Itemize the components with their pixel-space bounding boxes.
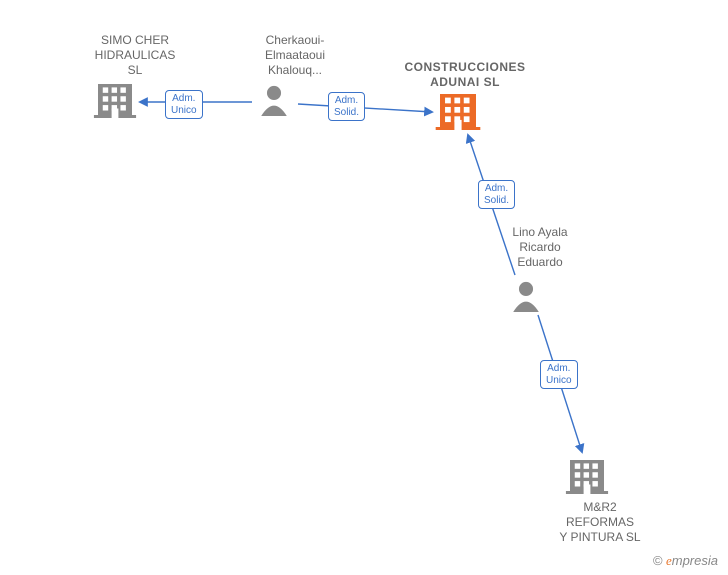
building-icon-adunai: [436, 94, 481, 130]
edge-label-2: Adm. Solid.: [478, 180, 515, 209]
brand-rest: mpresia: [672, 553, 718, 568]
edge-label-1: Adm. Solid.: [328, 92, 365, 121]
copyright: © empresia: [653, 553, 718, 569]
node-label-cherkaoui: Cherkaoui- Elmaataoui Khalouq...: [240, 33, 350, 78]
person-icon-cherkaoui: [261, 86, 287, 116]
copyright-symbol: ©: [653, 553, 663, 568]
node-label-simo-cher: SIMO CHER HIDRAULICAS SL: [80, 33, 190, 78]
node-label-mr2: M&R2 REFORMAS Y PINTURA SL: [540, 500, 660, 545]
node-label-adunai: CONSTRUCCIONES ADUNAI SL: [380, 60, 550, 90]
building-icon-mr2: [566, 460, 608, 494]
graph-svg: [0, 0, 728, 575]
person-icon-lino: [513, 282, 539, 312]
building-icon-simo_cher: [94, 84, 136, 118]
node-label-lino: Lino Ayala Ricardo Eduardo: [490, 225, 590, 270]
edge-label-0: Adm. Unico: [165, 90, 203, 119]
edge-label-3: Adm. Unico: [540, 360, 578, 389]
